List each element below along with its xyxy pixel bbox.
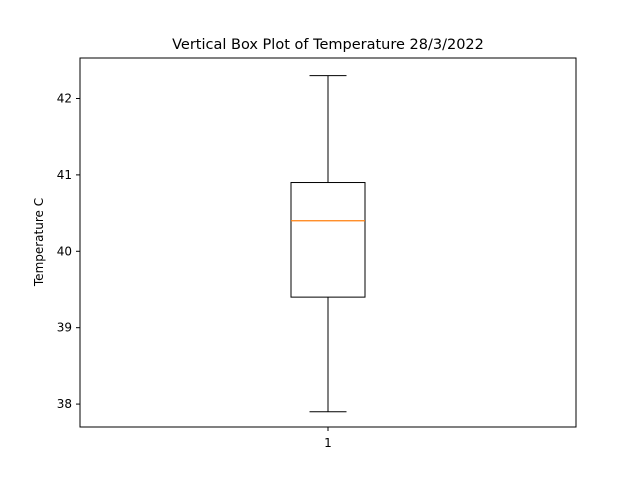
y-tick-label: 41 bbox=[57, 168, 72, 182]
y-tick-label: 39 bbox=[57, 321, 72, 335]
box-iqr bbox=[290, 182, 366, 298]
axes-frame bbox=[79, 57, 577, 428]
plot-area: 38 39 40 41 42 1 bbox=[57, 75, 366, 450]
y-tick-label: 42 bbox=[57, 91, 72, 105]
x-tick-label: 1 bbox=[324, 436, 332, 450]
y-axis-label: Temperature C bbox=[32, 198, 46, 287]
y-tick-label: 38 bbox=[57, 397, 72, 411]
y-tick-label: 40 bbox=[57, 244, 72, 258]
chart-title: Vertical Box Plot of Temperature 28/3/20… bbox=[172, 37, 484, 53]
